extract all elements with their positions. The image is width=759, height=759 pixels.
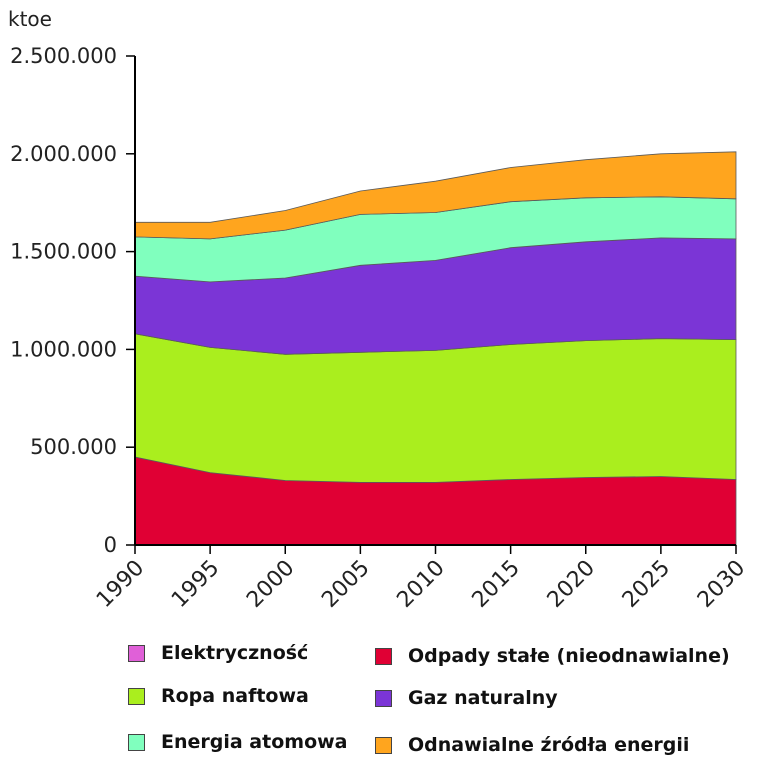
legend-swatch-renewables [375,736,392,754]
x-tick-label: 1995 [167,556,224,613]
legend-label-electricity: Elektryczność [161,642,309,664]
legend-item-renewables: Odnawialne źródła energii [375,734,689,756]
y-tick-label: 500.000 [30,435,117,459]
area-ropa-naftowa [134,333,737,483]
legend-item-natural-gas: Gaz naturalny [375,687,558,709]
x-tick-label: 1990 [92,556,149,613]
legend-swatch-solid-waste [375,647,392,665]
y-tick-label: 2.500.000 [10,44,117,68]
legend: Elektryczność Odpady stałe (nieodnawialn… [0,630,759,759]
y-tick-label: 2.000.000 [10,142,117,166]
legend-label-nuclear: Energia atomowa [161,731,348,753]
y-tick-label: 0 [104,533,117,557]
legend-label-renewables: Odnawialne źródła energii [408,734,690,756]
legend-item-crude-oil: Ropa naftowa [128,685,309,707]
x-tick-label: 2020 [543,556,600,613]
y-unit-label: ktoe [8,7,52,31]
legend-label-solid-waste: Odpady stałe (nieodnawialne) [408,645,730,667]
x-tick-label: 2005 [317,556,374,613]
legend-label-crude-oil: Ropa naftowa [161,685,309,707]
x-tick-label: 2000 [242,556,299,613]
chart: ktoe 0 500.000 1.000.000 1.500.000 2.000.000… [8,7,750,613]
x-tick-label: 2015 [468,556,525,613]
legend-item-electricity: Elektryczność [128,642,308,664]
y-tick-label: 1.500.000 [10,240,117,264]
legend-swatch-natural-gas [375,689,392,707]
legend-item-solid-waste: Odpady stałe (nieodnawialne) [375,645,730,667]
area-layer [134,151,737,546]
x-tick-label: 2010 [392,556,449,613]
x-tick-label: 2030 [693,556,750,613]
area-odnawialne-zrodla-energii [134,151,737,240]
x-tick-label: 2025 [618,556,675,613]
y-tick-label: 1.000.000 [10,337,117,361]
legend-swatch-electricity [128,644,145,662]
legend-label-natural-gas: Gaz naturalny [408,687,558,709]
legend-swatch-nuclear [128,733,145,751]
legend-item-nuclear: Energia atomowa [128,731,348,753]
legend-swatch-crude-oil [128,687,145,705]
